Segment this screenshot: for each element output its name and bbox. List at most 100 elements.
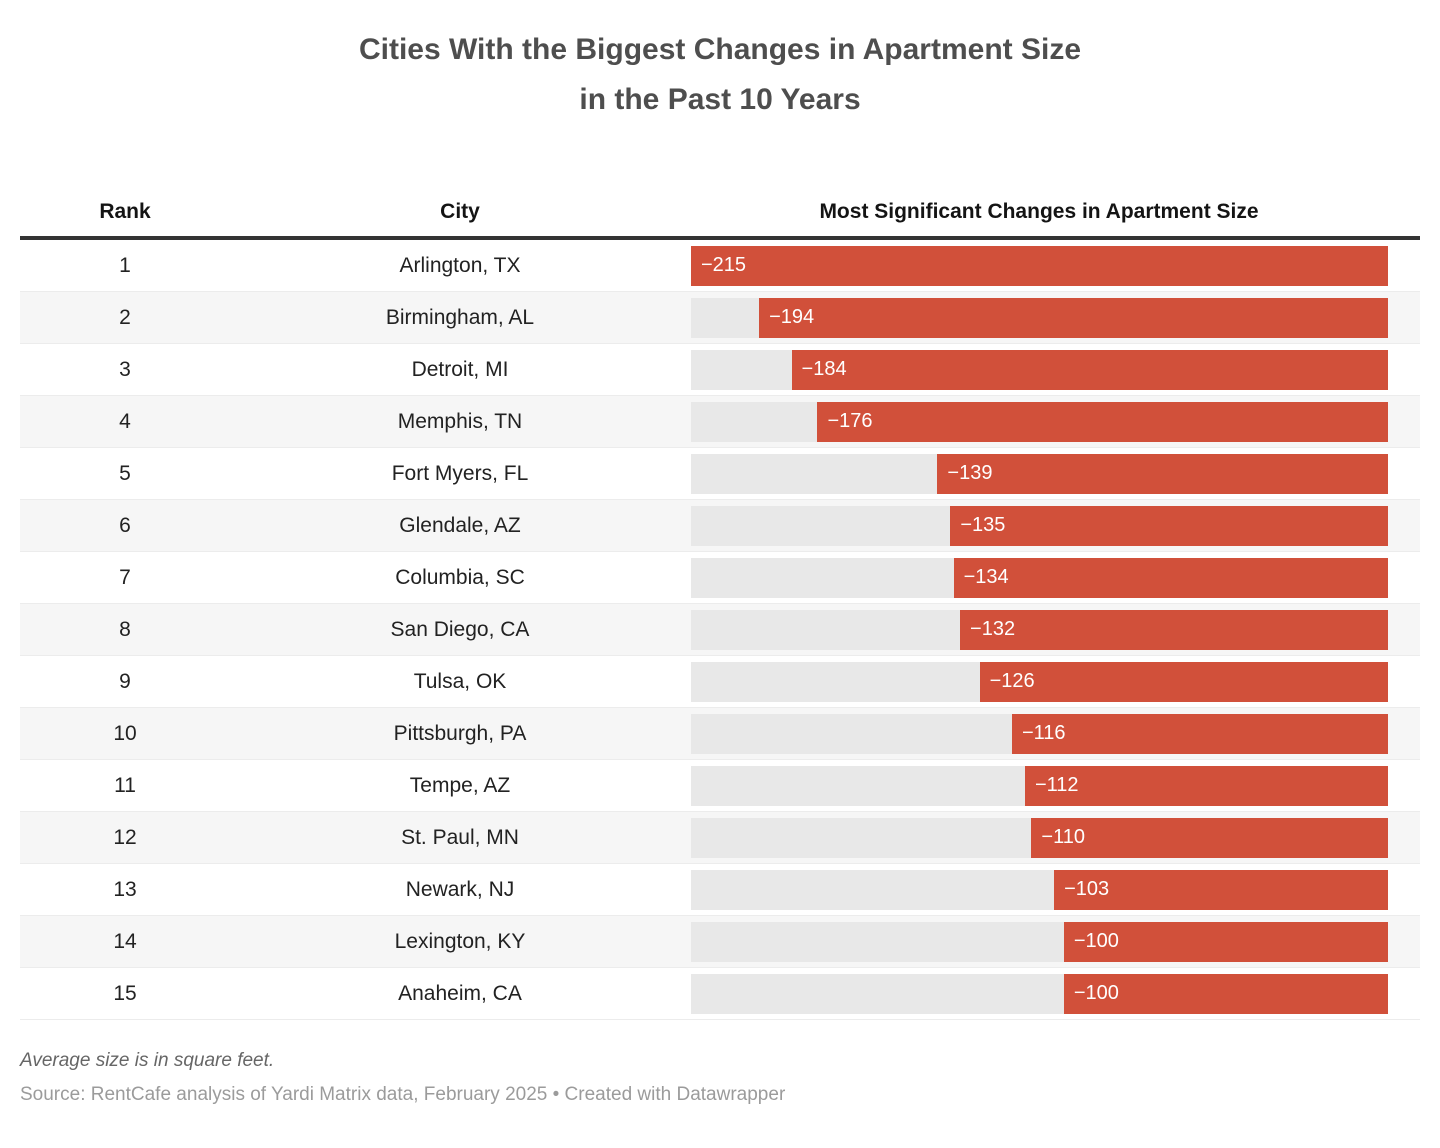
city-cell: Columbia, SC — [395, 565, 525, 589]
bar-value-label: −176 — [827, 410, 873, 432]
bar-track: −176 — [691, 401, 1388, 442]
ranking-table: Rank City Most Significant Changes in Ap… — [20, 188, 1420, 1020]
city-cell: Tempe, AZ — [409, 773, 511, 797]
bar-cell: −112 — [690, 760, 1420, 812]
city-cell: Newark, NJ — [405, 877, 515, 901]
city-cell: Arlington, TX — [399, 253, 521, 277]
bar-value-label: −194 — [769, 306, 815, 328]
table-row: 6 Glendale, AZ −135 — [20, 500, 1420, 552]
bar-cell: −103 — [690, 864, 1420, 916]
bar: −194 — [759, 297, 1388, 338]
table-row: 10 Pittsburgh, PA −116 — [20, 708, 1420, 760]
bar-track: −116 — [691, 713, 1388, 754]
rank-cell: 8 — [119, 617, 131, 641]
bar: −135 — [950, 505, 1388, 546]
rank-cell: 10 — [113, 721, 137, 745]
rank-cell: 6 — [119, 513, 131, 537]
table-row: 15 Anaheim, CA −100 — [20, 968, 1420, 1020]
table-row: 4 Memphis, TN −176 — [20, 396, 1420, 448]
bar-value-label: −215 — [701, 254, 747, 276]
bar-value-label: −184 — [801, 358, 847, 380]
bar: −176 — [817, 401, 1388, 442]
rank-cell: 3 — [119, 357, 131, 381]
bar-track: −100 — [691, 921, 1388, 962]
bar-cell: −100 — [690, 968, 1420, 1020]
bar-value-label: −103 — [1064, 878, 1110, 900]
city-cell: Lexington, KY — [394, 929, 526, 953]
bar-cell: −139 — [690, 448, 1420, 500]
rank-cell: 15 — [113, 981, 137, 1005]
bar: −116 — [1011, 713, 1388, 754]
rank-cell: 11 — [114, 773, 136, 797]
city-cell: Anaheim, CA — [398, 981, 522, 1005]
rank-cell: 12 — [113, 825, 137, 849]
bar-value-label: −132 — [970, 618, 1016, 640]
bar: −100 — [1063, 921, 1388, 962]
table-header-row: Rank City Most Significant Changes in Ap… — [20, 188, 1420, 240]
table-row: 13 Newark, NJ −103 — [20, 864, 1420, 916]
bar-cell: −134 — [690, 552, 1420, 604]
bar-cell: −132 — [690, 604, 1420, 656]
bar-track: −194 — [691, 297, 1388, 338]
city-cell: Tulsa, OK — [413, 669, 507, 693]
table-row: 7 Columbia, SC −134 — [20, 552, 1420, 604]
city-cell: St. Paul, MN — [401, 825, 519, 849]
source-line: Source: RentCafe analysis of Yardi Matri… — [20, 1084, 786, 1105]
bar-value-label: −112 — [1034, 774, 1079, 796]
column-header-change: Most Significant Changes in Apartment Si… — [819, 200, 1259, 223]
city-cell: Glendale, AZ — [399, 513, 521, 537]
bar: −100 — [1063, 973, 1388, 1014]
page-title-line1: Cities With the Biggest Changes in Apart… — [358, 33, 1082, 66]
bar-cell: −184 — [690, 344, 1420, 396]
table-body: 1 Arlington, TX −215 2 Birmingham, AL −1… — [20, 240, 1420, 1020]
chart-note: Average size is in square feet. — [20, 1050, 275, 1071]
column-header-city: City — [440, 200, 480, 223]
table-row: 5 Fort Myers, FL −139 — [20, 448, 1420, 500]
bar-track: −100 — [691, 973, 1388, 1014]
table-row: 11 Tempe, AZ −112 — [20, 760, 1420, 812]
bar-track: −112 — [691, 765, 1388, 806]
city-cell: Detroit, MI — [411, 357, 509, 381]
bar-cell: −126 — [690, 656, 1420, 708]
bar-cell: −135 — [690, 500, 1420, 552]
bar-cell: −194 — [690, 292, 1420, 344]
city-cell: Memphis, TN — [397, 409, 523, 433]
rank-cell: 14 — [113, 929, 137, 953]
bar-track: −184 — [691, 349, 1388, 390]
bar: −215 — [691, 245, 1388, 286]
rank-cell: 13 — [113, 877, 137, 901]
table-row: 1 Arlington, TX −215 — [20, 240, 1420, 292]
bar-value-label: −110 — [1041, 826, 1085, 848]
page-title: Cities With the Biggest Changes in Apart… — [20, 25, 1420, 125]
table-row: 2 Birmingham, AL −194 — [20, 292, 1420, 344]
bar: −112 — [1024, 765, 1388, 806]
table-row: 8 San Diego, CA −132 — [20, 604, 1420, 656]
bar: −103 — [1054, 869, 1388, 910]
bar-track: −132 — [691, 609, 1388, 650]
city-cell: Birmingham, AL — [385, 305, 535, 329]
bar-track: −110 — [691, 817, 1388, 858]
bar: −139 — [937, 453, 1388, 494]
rank-cell: 9 — [119, 669, 131, 693]
bar-track: −139 — [691, 453, 1388, 494]
bar-cell: −100 — [690, 916, 1420, 968]
city-cell: Pittsburgh, PA — [393, 721, 527, 745]
bar: −126 — [979, 661, 1388, 702]
bar-value-label: −100 — [1073, 930, 1119, 952]
bar: −132 — [960, 609, 1388, 650]
column-header-rank: Rank — [99, 200, 151, 223]
bar-cell: −176 — [690, 396, 1420, 448]
rank-cell: 7 — [119, 565, 131, 589]
bar-cell: −116 — [690, 708, 1420, 760]
bar-cell: −110 — [690, 812, 1420, 864]
rank-cell: 2 — [119, 305, 131, 329]
bar-track: −134 — [691, 557, 1388, 598]
bar: −184 — [791, 349, 1388, 390]
city-cell: San Diego, CA — [390, 617, 530, 641]
table-row: 3 Detroit, MI −184 — [20, 344, 1420, 396]
table-row: 14 Lexington, KY −100 — [20, 916, 1420, 968]
bar-track: −103 — [691, 869, 1388, 910]
city-cell: Fort Myers, FL — [391, 461, 529, 485]
bar-value-label: −100 — [1073, 982, 1119, 1004]
bar-track: −215 — [691, 245, 1388, 286]
